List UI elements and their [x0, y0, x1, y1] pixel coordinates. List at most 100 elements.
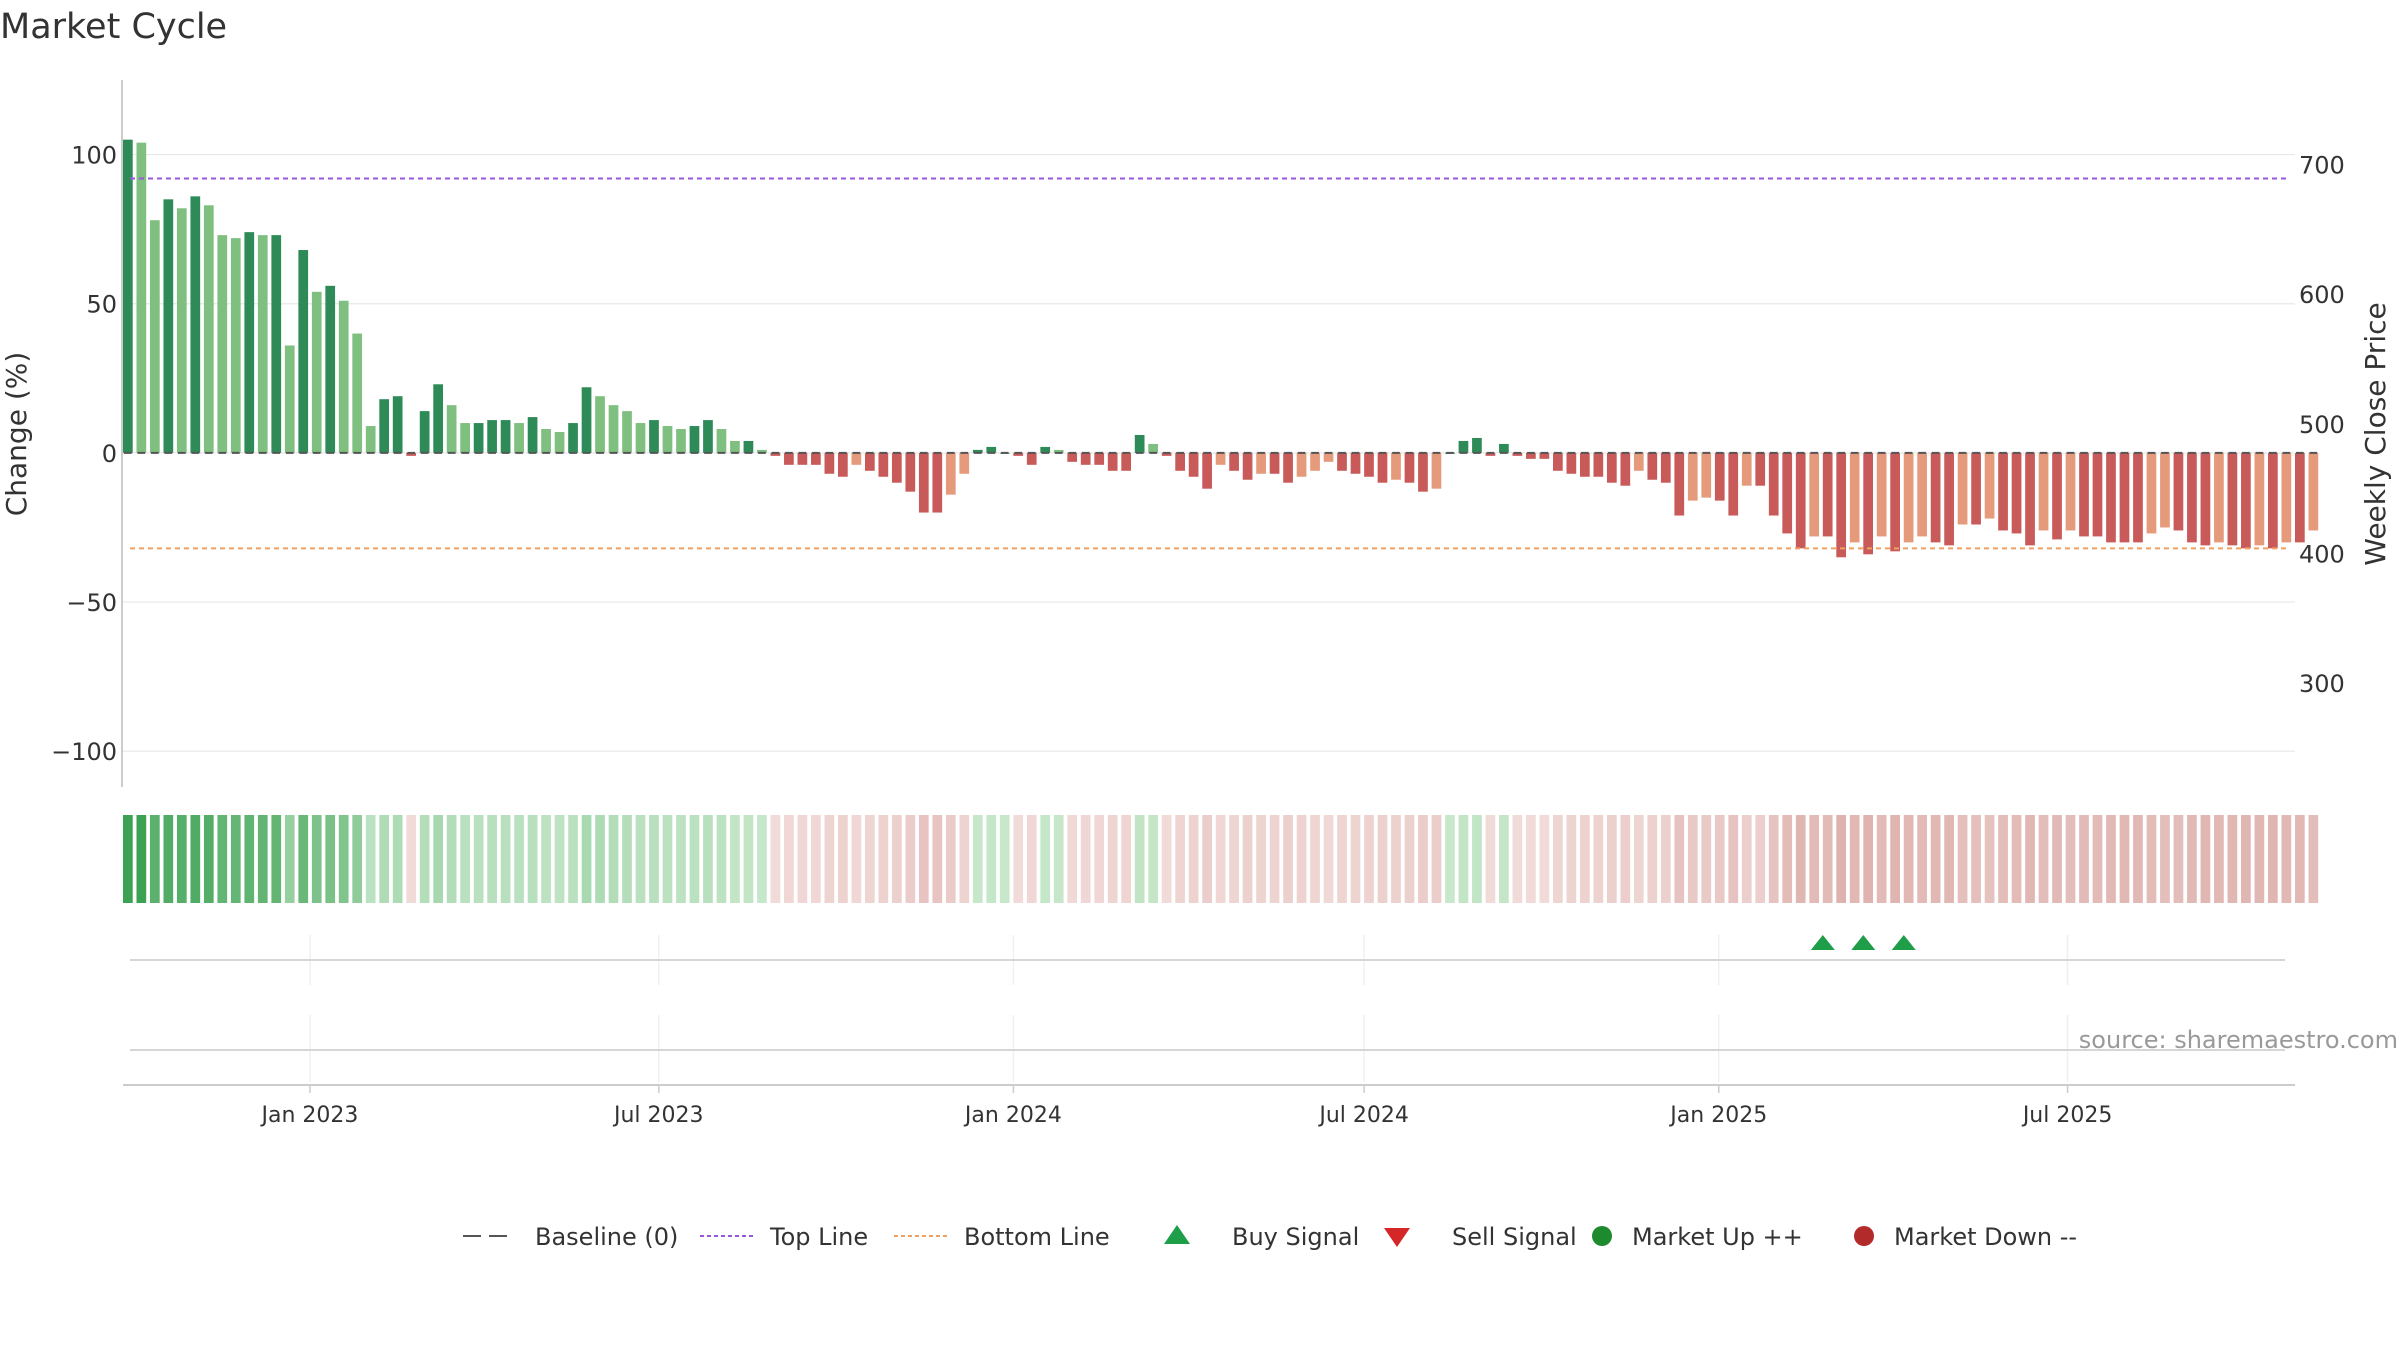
- bar: [1431, 452, 1442, 489]
- heat-cell: [1161, 815, 1172, 903]
- heat-cell: [1499, 815, 1509, 903]
- heat-cell: [1418, 815, 1428, 903]
- bar: [149, 220, 160, 453]
- signal-panel: [130, 935, 2285, 1082]
- bar: [2119, 452, 2130, 543]
- heat-cell: [1445, 815, 1455, 903]
- bar: [1579, 452, 1590, 477]
- heat-cell: [1188, 815, 1199, 903]
- bar: [2025, 452, 2035, 546]
- bar: [554, 432, 565, 453]
- bar: [1094, 452, 1105, 465]
- bar: [649, 420, 659, 453]
- heat-cell: [1687, 815, 1698, 903]
- heat-cell: [2187, 815, 2197, 903]
- x-tick-label: Jan 2024: [963, 1103, 1062, 1128]
- legend-item: Top Line: [700, 1223, 868, 1251]
- bar: [123, 139, 133, 453]
- bar: [757, 449, 767, 453]
- bar: [1242, 452, 1253, 480]
- heat-cell: [2254, 815, 2265, 903]
- legend-swatch: [1164, 1225, 1190, 1244]
- heat-cell: [864, 815, 875, 903]
- heat-cell: [1404, 815, 1415, 903]
- heat-cell: [1202, 815, 1212, 903]
- bar: [1377, 452, 1388, 483]
- bar: [1026, 452, 1037, 465]
- heat-cell: [1714, 815, 1725, 903]
- heat-cell: [1134, 815, 1145, 903]
- bar: [824, 452, 835, 474]
- bar: [932, 452, 943, 513]
- heat-cell: [1269, 815, 1280, 903]
- bar: [203, 205, 214, 453]
- bar: [1890, 452, 1900, 552]
- bar: [1674, 452, 1685, 516]
- heat-cell: [851, 815, 862, 903]
- chart-title: Market Cycle: [0, 7, 227, 47]
- heat-cell: [1391, 815, 1401, 903]
- buy-signal-marker: [1891, 935, 1916, 950]
- bar: [838, 452, 848, 477]
- bar: [1148, 443, 1159, 453]
- heat-cell: [2241, 815, 2251, 903]
- bar: [770, 452, 781, 456]
- heat-cell: [1660, 815, 1671, 903]
- legend-label: Top Line: [769, 1223, 868, 1251]
- heat-cell: [244, 815, 255, 903]
- heat-cell: [298, 815, 309, 903]
- bar: [1350, 452, 1361, 474]
- bar: [284, 345, 295, 453]
- heat-cell: [1633, 815, 1644, 903]
- heat-cell: [1647, 815, 1658, 903]
- heat-cell: [838, 815, 848, 903]
- y-tick-label-right: 700: [2299, 151, 2345, 179]
- bar: [1215, 452, 1226, 465]
- x-tick-label: Jul 2023: [612, 1103, 704, 1128]
- bar: [2011, 452, 2022, 534]
- bar: [703, 420, 713, 453]
- heat-cell: [1593, 815, 1604, 903]
- bar: [811, 452, 821, 465]
- bar: [689, 426, 700, 453]
- heat-cell: [1310, 815, 1320, 903]
- bar: [487, 420, 497, 453]
- bar: [1526, 452, 1536, 459]
- heat-cell: [163, 815, 174, 903]
- bar: [1930, 452, 1941, 543]
- heat-cell: [1121, 815, 1132, 903]
- legend-label: Sell Signal: [1452, 1223, 1577, 1251]
- heat-cell: [311, 815, 322, 903]
- heat-cell: [1242, 815, 1253, 903]
- heat-cell: [1526, 815, 1536, 903]
- heat-cell: [2295, 815, 2305, 903]
- y-tick-label-left: −50: [66, 589, 117, 617]
- heat-cell: [676, 815, 686, 903]
- heat-cell: [1431, 815, 1442, 903]
- legend-label: Baseline (0): [535, 1223, 678, 1251]
- heat-cell: [811, 815, 821, 903]
- bar: [1310, 452, 1320, 471]
- bar: [244, 232, 255, 453]
- bar: [392, 396, 403, 453]
- heat-cell: [2025, 815, 2035, 903]
- bar: [1660, 452, 1671, 483]
- heat-cell: [608, 815, 619, 903]
- heat-cell: [784, 815, 794, 903]
- bar: [1647, 452, 1658, 480]
- heat-cell: [487, 815, 497, 903]
- heat-cell: [217, 815, 228, 903]
- bar: [1633, 452, 1644, 471]
- buy-signal-marker: [1851, 935, 1876, 950]
- heat-cell: [1553, 815, 1563, 903]
- bar: [662, 426, 673, 453]
- heat-cell: [1701, 815, 1712, 903]
- bar: [1269, 452, 1280, 474]
- heat-cell: [1175, 815, 1185, 903]
- bar: [1822, 452, 1833, 537]
- bar: [1188, 452, 1199, 477]
- heat-cell: [1229, 815, 1239, 903]
- legend-item: Baseline (0): [463, 1223, 678, 1251]
- bar: [1256, 452, 1266, 474]
- heat-cell: [1795, 815, 1806, 903]
